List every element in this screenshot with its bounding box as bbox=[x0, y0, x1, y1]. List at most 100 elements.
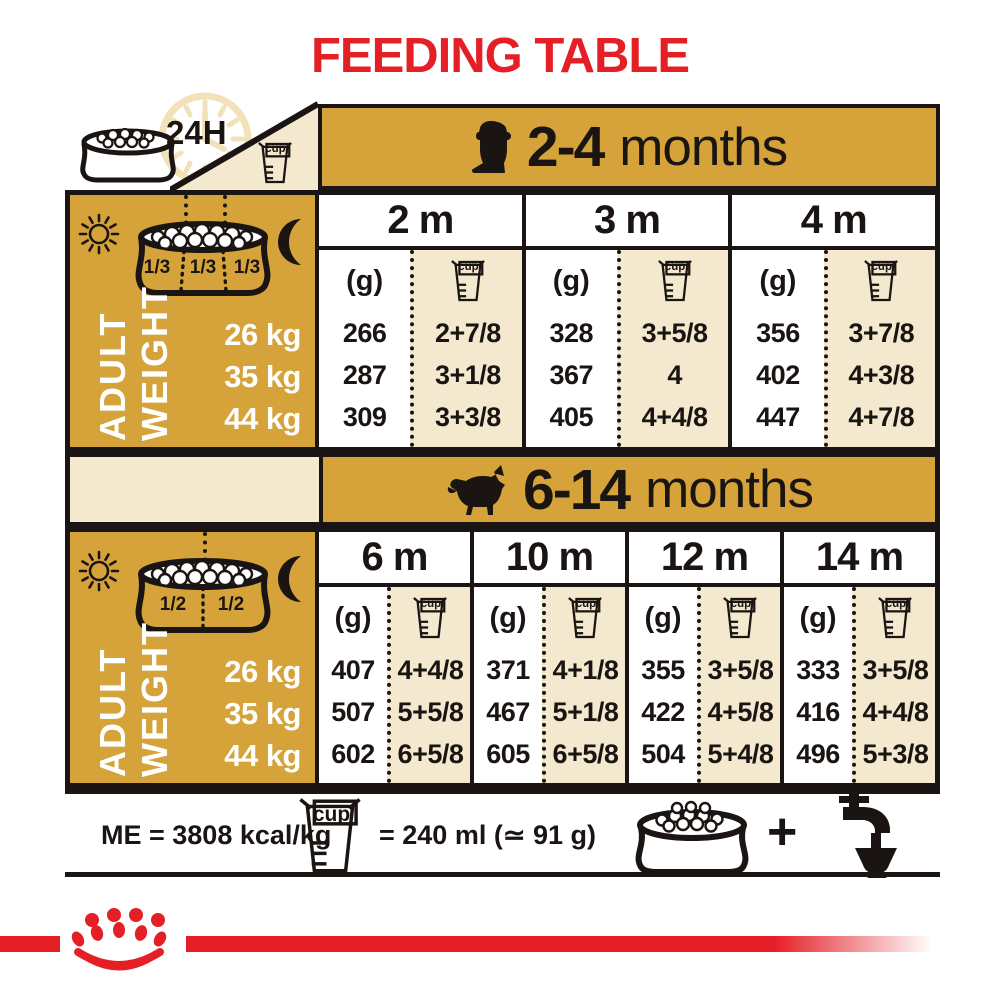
measuring-cup-icon: cup bbox=[721, 595, 759, 641]
cup-value: 4+5/8 bbox=[707, 696, 774, 727]
cup-value: 3+5/8 bbox=[707, 654, 774, 685]
cup-label: cup bbox=[265, 143, 286, 155]
cup-value: 6+5/8 bbox=[397, 738, 464, 769]
month-header: 3 m bbox=[526, 195, 733, 246]
measuring-cup-icon: cup bbox=[566, 595, 604, 641]
month-header: 10 m bbox=[474, 532, 629, 583]
cup-value: 4 bbox=[667, 359, 682, 390]
month-column: (g) 356 402 447 cup 3+7/8 4+3/8 4+7/8 bbox=[732, 250, 935, 447]
page-title: FEEDING TABLE bbox=[310, 29, 690, 83]
values-row: (g) 266 287 309 cup 2+7/8 3+1/8 3+3/8 bbox=[319, 250, 935, 447]
puppy-icon bbox=[471, 119, 511, 175]
month-header: 6 m bbox=[319, 532, 474, 583]
gram-value: 422 bbox=[641, 696, 685, 727]
cup-value: 5+1/8 bbox=[552, 696, 619, 727]
sun-icon bbox=[76, 548, 122, 594]
daily-ration-bowl-icon bbox=[118, 540, 288, 640]
gram-value: 407 bbox=[331, 654, 375, 685]
cup-label: cup bbox=[730, 598, 752, 610]
month-header-row: 2 m 3 m 4 m bbox=[319, 195, 935, 250]
age-banner-6-14-months: 6-14 months bbox=[65, 452, 940, 527]
feeding-grid-6-14: 6 m 10 m 12 m 14 m (g) 407 507 602 bbox=[319, 532, 935, 783]
cups-subcolumn: cup 2+7/8 3+1/8 3+3/8 bbox=[410, 250, 522, 447]
measuring-cup-icon: cup bbox=[862, 258, 900, 304]
grams-header: (g) bbox=[644, 601, 682, 634]
measuring-cup-icon: cup bbox=[411, 595, 449, 641]
adult-dog-icon bbox=[445, 463, 507, 517]
daily-ration-bowl-icon bbox=[118, 203, 288, 303]
bowl-fraction-label: 1/3 bbox=[189, 257, 217, 278]
cup-value: 5+4/8 bbox=[707, 738, 774, 769]
royal-canin-paw-logo bbox=[62, 908, 178, 974]
sun-icon bbox=[76, 211, 122, 257]
cup-value: 3+1/8 bbox=[435, 359, 501, 390]
cups-subcolumn: cup 4+4/8 5+5/8 6+5/8 bbox=[386, 587, 470, 783]
adult-weight-panel: 1/3 1/3 1/3 ADULT WEIGHT 26 kg 35 kg 44 … bbox=[70, 195, 319, 447]
cup-label: cup bbox=[458, 261, 479, 273]
grams-header: (g) bbox=[799, 601, 837, 634]
month-column: (g) 355 422 504 cup 3+5/8 4+5/8 5+4/8 bbox=[629, 587, 784, 783]
brand-bar-left bbox=[0, 936, 60, 952]
month-header-row: 6 m 10 m 12 m 14 m bbox=[319, 532, 935, 587]
grams-subcolumn: (g) 371 467 605 bbox=[474, 587, 542, 783]
gram-value: 416 bbox=[796, 696, 840, 727]
cup-equivalence-label: = 240 ml (≃ 91 g) bbox=[379, 820, 596, 850]
age-unit-label: months bbox=[619, 117, 788, 177]
gram-value: 287 bbox=[342, 359, 387, 390]
cups-subcolumn: cup 3+7/8 4+3/8 4+7/8 bbox=[823, 250, 935, 447]
grams-header: (g) bbox=[552, 264, 590, 297]
cup-value: 5+5/8 bbox=[397, 696, 464, 727]
cup-label: cup bbox=[664, 261, 686, 273]
adult-weight-value: 44 kg bbox=[224, 738, 301, 773]
grams-header: (g) bbox=[759, 264, 797, 297]
month-column: (g) 371 467 605 cup 4+1/8 5+1/8 6+5/8 bbox=[474, 587, 629, 783]
cup-label: cup bbox=[420, 598, 442, 610]
age-range-label: 6-14 bbox=[523, 457, 631, 522]
gram-value: 328 bbox=[549, 317, 594, 348]
month-column: (g) 266 287 309 cup 2+7/8 3+1/8 3+3/8 bbox=[319, 250, 526, 447]
footer-legend: ME = 3808 kcal/kg cup = 240 ml (≃ 91 g) bbox=[65, 788, 940, 878]
adult-weight-value: 26 kg bbox=[224, 317, 301, 352]
gram-value: 402 bbox=[756, 359, 800, 390]
metabolizable-energy-label: ME = 3808 kcal/kg bbox=[101, 820, 332, 850]
grams-subcolumn: (g) 355 422 504 bbox=[629, 587, 697, 783]
measuring-cup-icon: cup bbox=[656, 258, 694, 304]
cup-value: 4+4/8 bbox=[862, 696, 929, 727]
cups-subcolumn: cup 3+5/8 4+4/8 5+3/8 bbox=[851, 587, 935, 783]
cup-label: cup bbox=[885, 598, 907, 610]
adult-weight-value: 26 kg bbox=[224, 654, 301, 689]
gram-value: 356 bbox=[756, 317, 800, 348]
gram-value: 605 bbox=[486, 738, 530, 769]
age-banner-2-4-months: 2-4 months bbox=[318, 104, 940, 190]
plus-sign: + bbox=[767, 803, 798, 861]
bowl-fraction-label: 1/3 bbox=[233, 257, 261, 278]
adult-weight-label: ADULT WEIGHT bbox=[92, 285, 175, 441]
cups-subcolumn: cup 4+1/8 5+1/8 6+5/8 bbox=[541, 587, 625, 783]
cup-value: 4+4/8 bbox=[397, 654, 464, 685]
gram-value: 507 bbox=[331, 696, 375, 727]
cup-value: 6+5/8 bbox=[552, 738, 619, 769]
grams-subcolumn: (g) 333 416 496 bbox=[784, 587, 852, 783]
gram-value: 333 bbox=[796, 654, 840, 685]
cups-subcolumn: cup 3+5/8 4 4+4/8 bbox=[616, 250, 729, 447]
gram-value: 266 bbox=[342, 317, 387, 348]
feeding-section-6-14-months: 1/2 1/2 ADULT WEIGHT 26 kg 35 kg 44 kg 6… bbox=[65, 527, 940, 788]
cup-value: 2+7/8 bbox=[435, 317, 501, 348]
brand-bar-right bbox=[186, 936, 940, 952]
cup-value: 5+3/8 bbox=[862, 738, 929, 769]
grams-subcolumn: (g) 266 287 309 bbox=[319, 250, 411, 447]
gram-value: 309 bbox=[342, 402, 387, 433]
adult-weight-value: 35 kg bbox=[224, 696, 301, 731]
adult-weight-value: 35 kg bbox=[224, 359, 301, 394]
gram-value: 371 bbox=[486, 654, 530, 685]
duration-24h-label: 24H bbox=[166, 114, 227, 151]
month-header: 12 m bbox=[629, 532, 784, 583]
cup-value: 4+3/8 bbox=[848, 359, 915, 390]
bowl-fraction-label: 1/2 bbox=[217, 594, 245, 615]
portion-divider-dotted-line bbox=[223, 195, 227, 233]
measuring-cup-icon: cup bbox=[256, 140, 294, 186]
month-column: (g) 328 367 405 cup 3+5/8 4 4+4/8 bbox=[525, 250, 733, 447]
gram-value: 467 bbox=[486, 696, 530, 727]
grams-subcolumn: (g) 328 367 405 bbox=[525, 250, 617, 447]
